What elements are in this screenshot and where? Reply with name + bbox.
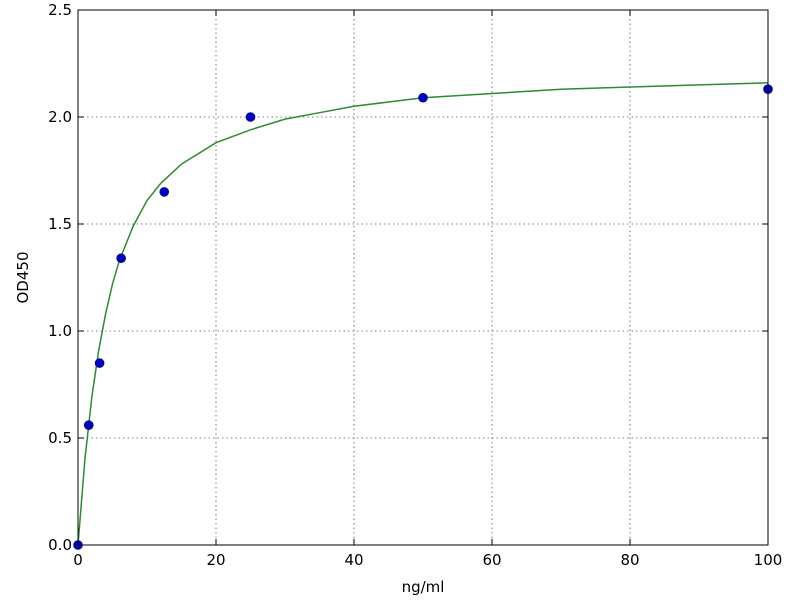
fit-curve-line <box>77 82 769 546</box>
data-point <box>418 92 428 103</box>
x-tick-label: 80 <box>620 551 639 569</box>
x-tick-label: 0 <box>73 551 83 569</box>
plot-frame <box>77 9 769 546</box>
y-axis-label: OD450 <box>14 252 32 304</box>
y-tick-label: 0.0 <box>48 536 72 554</box>
data-points <box>73 84 773 550</box>
x-tick-label: 40 <box>344 551 363 569</box>
y-tick-label: 1.5 <box>48 215 72 233</box>
data-point <box>116 253 126 264</box>
x-tick-label: 60 <box>482 551 501 569</box>
y-tick-label: 0.5 <box>48 429 72 447</box>
data-point <box>94 358 105 368</box>
data-point <box>159 187 170 197</box>
grid-layer <box>78 10 768 545</box>
x-tick-label: 100 <box>754 551 783 569</box>
y-tick-label: 2.0 <box>48 108 72 126</box>
y-tick-label: 1.0 <box>48 322 72 340</box>
y-tick-label: 2.5 <box>48 1 72 19</box>
data-point <box>245 112 256 122</box>
data-point <box>83 420 94 430</box>
x-tick-label: 20 <box>206 551 225 569</box>
tick-layer: 0 20 40 60 80 100 0.0 0.5 1.0 1.5 2.0 2.5 <box>48 1 782 569</box>
x-axis-label: ng/ml <box>402 578 445 596</box>
